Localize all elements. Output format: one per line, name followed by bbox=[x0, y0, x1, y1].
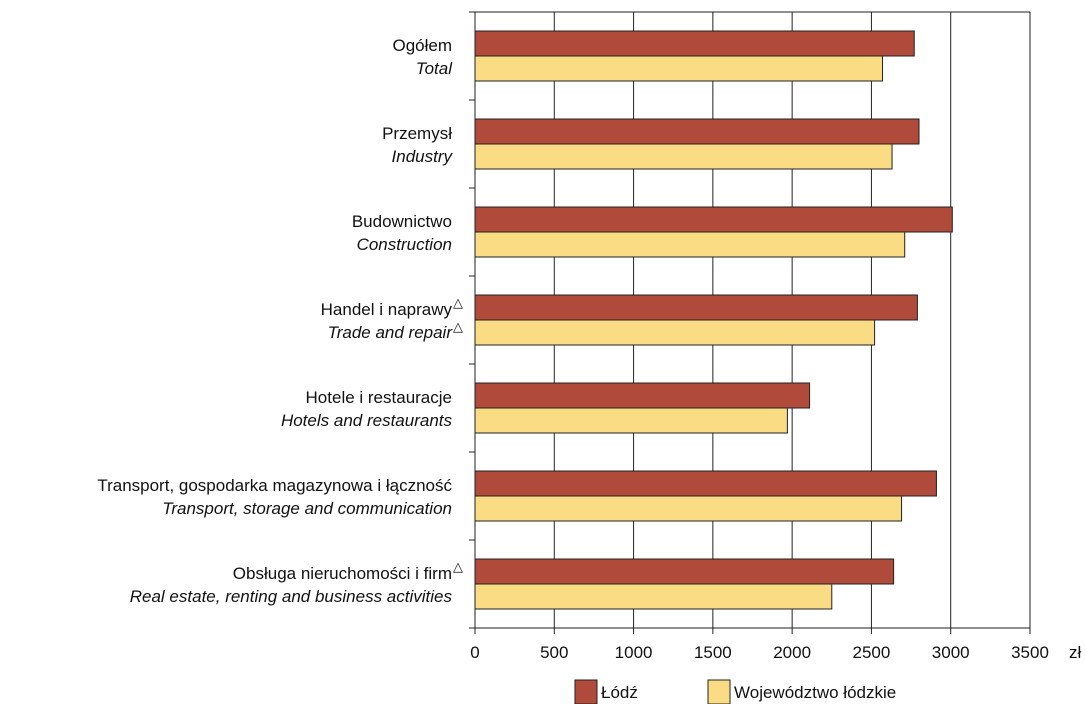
x-tick-label: 1500 bbox=[694, 643, 732, 662]
category-label-en: Trade and repair bbox=[328, 323, 454, 342]
tick-labels: 0 500 1000 1500 2000 2500 3000 3500 bbox=[470, 643, 1049, 662]
bar bbox=[474, 495, 903, 522]
category-label-en: Real estate, renting and business activi… bbox=[130, 587, 453, 606]
category-label-en: Construction bbox=[357, 235, 452, 254]
footnote-marker: △ bbox=[453, 559, 463, 574]
category-label-pl: Budownictwo bbox=[352, 212, 452, 231]
category-labels: Ogółem Total Przemysł Industry Budownictwo Co… bbox=[97, 36, 463, 606]
x-tick-label: 0 bbox=[470, 643, 479, 662]
bar bbox=[474, 382, 811, 409]
bar bbox=[474, 583, 833, 610]
x-tick-label: 2000 bbox=[773, 643, 811, 662]
bar bbox=[474, 558, 895, 585]
bar bbox=[474, 470, 937, 497]
legend-label: Województwo łódzkie bbox=[734, 683, 896, 702]
category-label-pl: Handel i naprawy bbox=[321, 300, 453, 319]
category-label-pl: Obsługa nieruchomości i firm bbox=[233, 564, 452, 583]
legend: Łódź Województwo łódzkie bbox=[574, 679, 896, 704]
bar bbox=[474, 294, 918, 321]
legend-swatch bbox=[574, 679, 598, 704]
bar bbox=[474, 55, 884, 82]
bar bbox=[474, 407, 788, 434]
bar bbox=[474, 231, 906, 258]
bars bbox=[474, 30, 953, 610]
category-label-en: Industry bbox=[392, 147, 454, 166]
x-tick-label: 500 bbox=[540, 643, 568, 662]
x-tick-label: 1000 bbox=[615, 643, 653, 662]
category-label-pl: Przemysł bbox=[382, 124, 452, 143]
bar bbox=[474, 118, 920, 145]
category-label-en: Transport, storage and communication bbox=[162, 499, 452, 518]
category-label-en: Total bbox=[416, 59, 453, 78]
bar bbox=[474, 143, 893, 170]
x-tick-label: 2500 bbox=[853, 643, 891, 662]
category-label-pl: Ogółem bbox=[392, 36, 452, 55]
axes bbox=[469, 11, 1031, 634]
category-label-pl: Transport, gospodarka magazynowa i łączn… bbox=[97, 476, 452, 495]
footnote-marker: △ bbox=[453, 295, 463, 310]
footnote-marker: △ bbox=[453, 319, 463, 334]
x-tick-label: 3500 bbox=[1011, 643, 1049, 662]
bar bbox=[474, 30, 915, 57]
bar bbox=[474, 206, 953, 233]
legend-swatch bbox=[707, 679, 731, 704]
category-label-pl: Hotele i restauracje bbox=[306, 388, 452, 407]
x-tick-label: 3000 bbox=[932, 643, 970, 662]
bar bbox=[474, 319, 876, 346]
x-unit-label: zł bbox=[1069, 643, 1082, 662]
legend-label: Łódź bbox=[601, 683, 638, 702]
category-label-en: Hotels and restaurants bbox=[281, 411, 453, 430]
